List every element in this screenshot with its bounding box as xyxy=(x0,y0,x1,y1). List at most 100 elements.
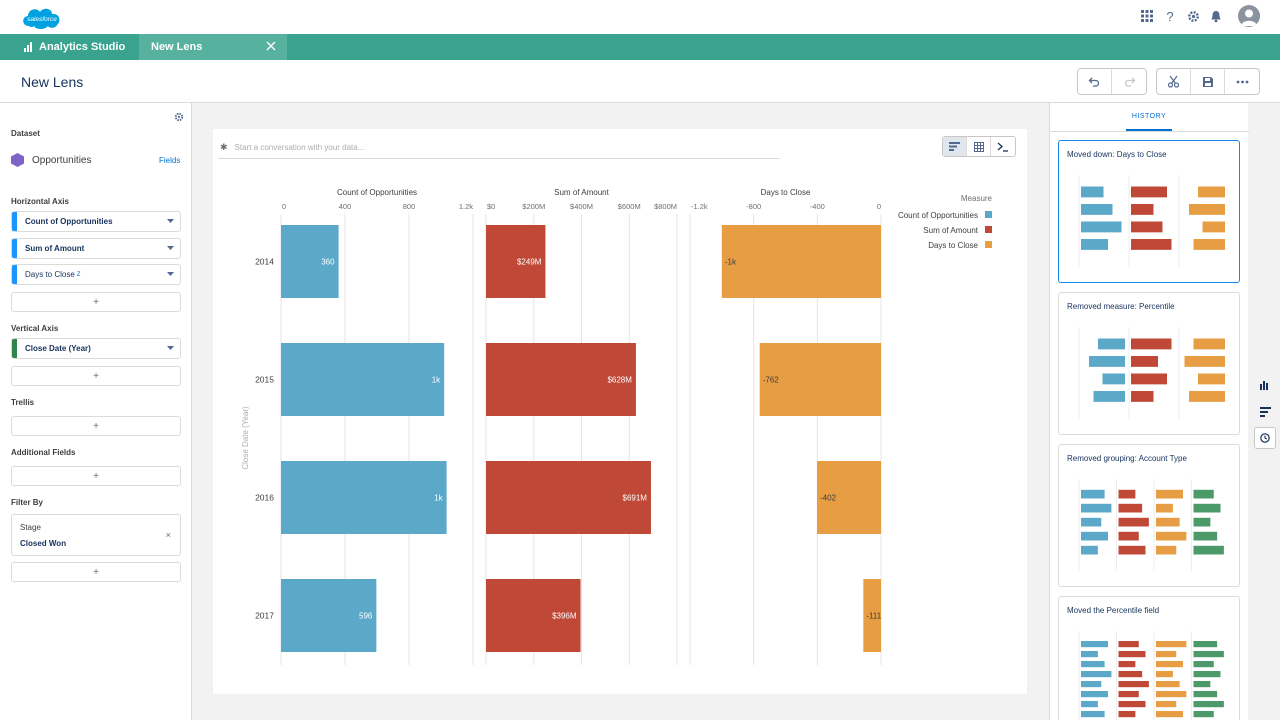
thumbnail-bar xyxy=(1156,517,1180,527)
tab-new-lens[interactable]: New Lens xyxy=(139,34,287,60)
bar xyxy=(281,343,445,416)
thumbnail-bar xyxy=(1193,503,1221,513)
chevron-down-icon[interactable] xyxy=(167,345,174,351)
add-trellis-button[interactable]: + xyxy=(11,416,181,436)
user-avatar-icon[interactable] xyxy=(1238,5,1260,27)
thumbnail-bar xyxy=(1193,691,1218,698)
thumbnail-bar xyxy=(1081,651,1098,658)
thumbnail-bar xyxy=(1081,221,1122,233)
bar-data-label: 596 xyxy=(359,612,373,621)
svg-text:?: ? xyxy=(1166,10,1173,23)
app-name[interactable]: Analytics Studio xyxy=(24,34,125,60)
thumbnail-bar xyxy=(1193,545,1224,555)
setup-gear-icon[interactable] xyxy=(1186,9,1200,23)
history-item[interactable]: Moved down: Days to Close xyxy=(1058,140,1240,283)
bar-data-label: $628M xyxy=(607,376,632,385)
fields-link[interactable]: Fields xyxy=(159,156,181,165)
undo-redo-group xyxy=(1077,68,1147,95)
dataset-selector[interactable]: Opportunities xyxy=(11,153,91,167)
grouping-tag xyxy=(12,339,17,358)
measure-pill-days[interactable]: Days to Close Z xyxy=(11,264,181,285)
legend-label: Sum of Amount xyxy=(923,226,978,235)
sort-indicator: Z xyxy=(76,271,81,278)
right-icon-rail xyxy=(1250,103,1280,720)
conversation-input[interactable]: ✱ Start a conversation with your data... xyxy=(218,137,780,159)
notifications-bell-icon[interactable] xyxy=(1209,9,1223,23)
filter-value: Closed Won xyxy=(20,539,67,548)
salesforce-logo[interactable]: salesforce xyxy=(20,4,64,31)
add-filter-button[interactable]: + xyxy=(11,562,181,582)
thumbnail-bar xyxy=(1202,221,1225,233)
more-actions-button[interactable] xyxy=(1225,69,1259,94)
app-launcher-icon[interactable] xyxy=(1140,9,1154,23)
tab-label: New Lens xyxy=(151,41,203,53)
history-panel-button[interactable] xyxy=(1254,401,1276,423)
add-additional-field-button[interactable]: + xyxy=(11,466,181,486)
thumbnail-bar xyxy=(1131,239,1172,250)
save-button[interactable] xyxy=(1191,69,1225,94)
thumbnail-bar xyxy=(1081,691,1108,698)
thumbnail-bar xyxy=(1081,671,1112,678)
measure-pill-count[interactable]: Count of Opportunities xyxy=(11,211,181,232)
panel-settings-gear-icon[interactable] xyxy=(174,112,184,122)
thumbnail-bar xyxy=(1081,701,1098,708)
thumbnail-bar xyxy=(1193,671,1221,678)
thumbnail-bar xyxy=(1156,711,1183,718)
history-item[interactable]: Removed grouping: Account Type xyxy=(1058,444,1240,587)
global-header: salesforce ? xyxy=(0,0,1280,34)
history-thumbnail xyxy=(1078,327,1225,419)
grouping-pill-close-date[interactable]: Close Date (Year) xyxy=(11,338,181,359)
chevron-down-icon[interactable] xyxy=(167,218,174,224)
measure-tag xyxy=(12,265,17,284)
conversation-placeholder: Start a conversation with your data... xyxy=(234,143,365,152)
thumbnail-bar xyxy=(1118,701,1146,708)
history-item-title: Moved the Percentile field xyxy=(1067,606,1160,615)
view-switcher xyxy=(942,136,1016,157)
table-view-button[interactable] xyxy=(967,137,991,156)
filter-stage[interactable]: Stage Closed Won × xyxy=(11,514,181,556)
thumbnail-bar xyxy=(1131,356,1158,367)
bar xyxy=(721,225,881,298)
clock-button[interactable] xyxy=(1254,427,1276,449)
remove-filter-icon[interactable]: × xyxy=(165,530,171,540)
tab-history[interactable]: HISTORY xyxy=(1126,103,1172,131)
category-label: 2017 xyxy=(255,611,274,621)
bar-data-label: -402 xyxy=(820,494,837,503)
history-item[interactable]: Moved the Percentile field xyxy=(1058,596,1240,720)
thumbnail-bar xyxy=(1118,671,1143,678)
bar-data-label: 1k xyxy=(432,376,441,385)
thumbnail-bar xyxy=(1089,356,1125,367)
help-icon[interactable]: ? xyxy=(1163,9,1177,23)
thumbnail-bar xyxy=(1081,239,1108,250)
add-grouping-button[interactable]: + xyxy=(11,366,181,386)
measure-pill-amount[interactable]: Sum of Amount xyxy=(11,238,181,259)
bar-chart: Count of Opportunities 0 400 800 1.2k 360 1k 1k… xyxy=(241,188,993,665)
trellis-label: Trellis xyxy=(11,398,35,407)
dataset-name: Opportunities xyxy=(32,154,92,166)
thumbnail-bar xyxy=(1081,545,1098,555)
bar xyxy=(817,461,881,534)
chevron-down-icon[interactable] xyxy=(167,271,174,277)
thumbnail-bar xyxy=(1118,545,1146,555)
add-measure-button[interactable]: + xyxy=(11,292,181,312)
query-view-button[interactable] xyxy=(991,137,1015,156)
thumbnail-bar xyxy=(1156,661,1183,668)
thumbnail-bar xyxy=(1198,186,1225,198)
clip-button[interactable] xyxy=(1157,69,1191,94)
bar-data-label: 360 xyxy=(321,258,335,267)
chevron-down-icon[interactable] xyxy=(167,245,174,251)
legend-title: Measure xyxy=(961,194,993,203)
redo-button[interactable] xyxy=(1112,69,1146,94)
thumbnail-bar xyxy=(1093,391,1125,402)
svg-text:salesforce: salesforce xyxy=(27,16,57,23)
tick-label: $200M xyxy=(522,202,545,211)
thumbnail-bar xyxy=(1118,489,1136,499)
chart-properties-button[interactable] xyxy=(1254,374,1276,396)
history-item[interactable]: Removed measure: Percentile xyxy=(1058,292,1240,435)
close-tab-icon[interactable] xyxy=(265,40,277,52)
chart-view-button[interactable] xyxy=(943,137,967,156)
horizontal-axis-label: Horizontal Axis xyxy=(11,197,69,206)
thumbnail-bar xyxy=(1131,204,1154,215)
tick-label: 0 xyxy=(282,202,286,211)
undo-button[interactable] xyxy=(1078,69,1112,94)
